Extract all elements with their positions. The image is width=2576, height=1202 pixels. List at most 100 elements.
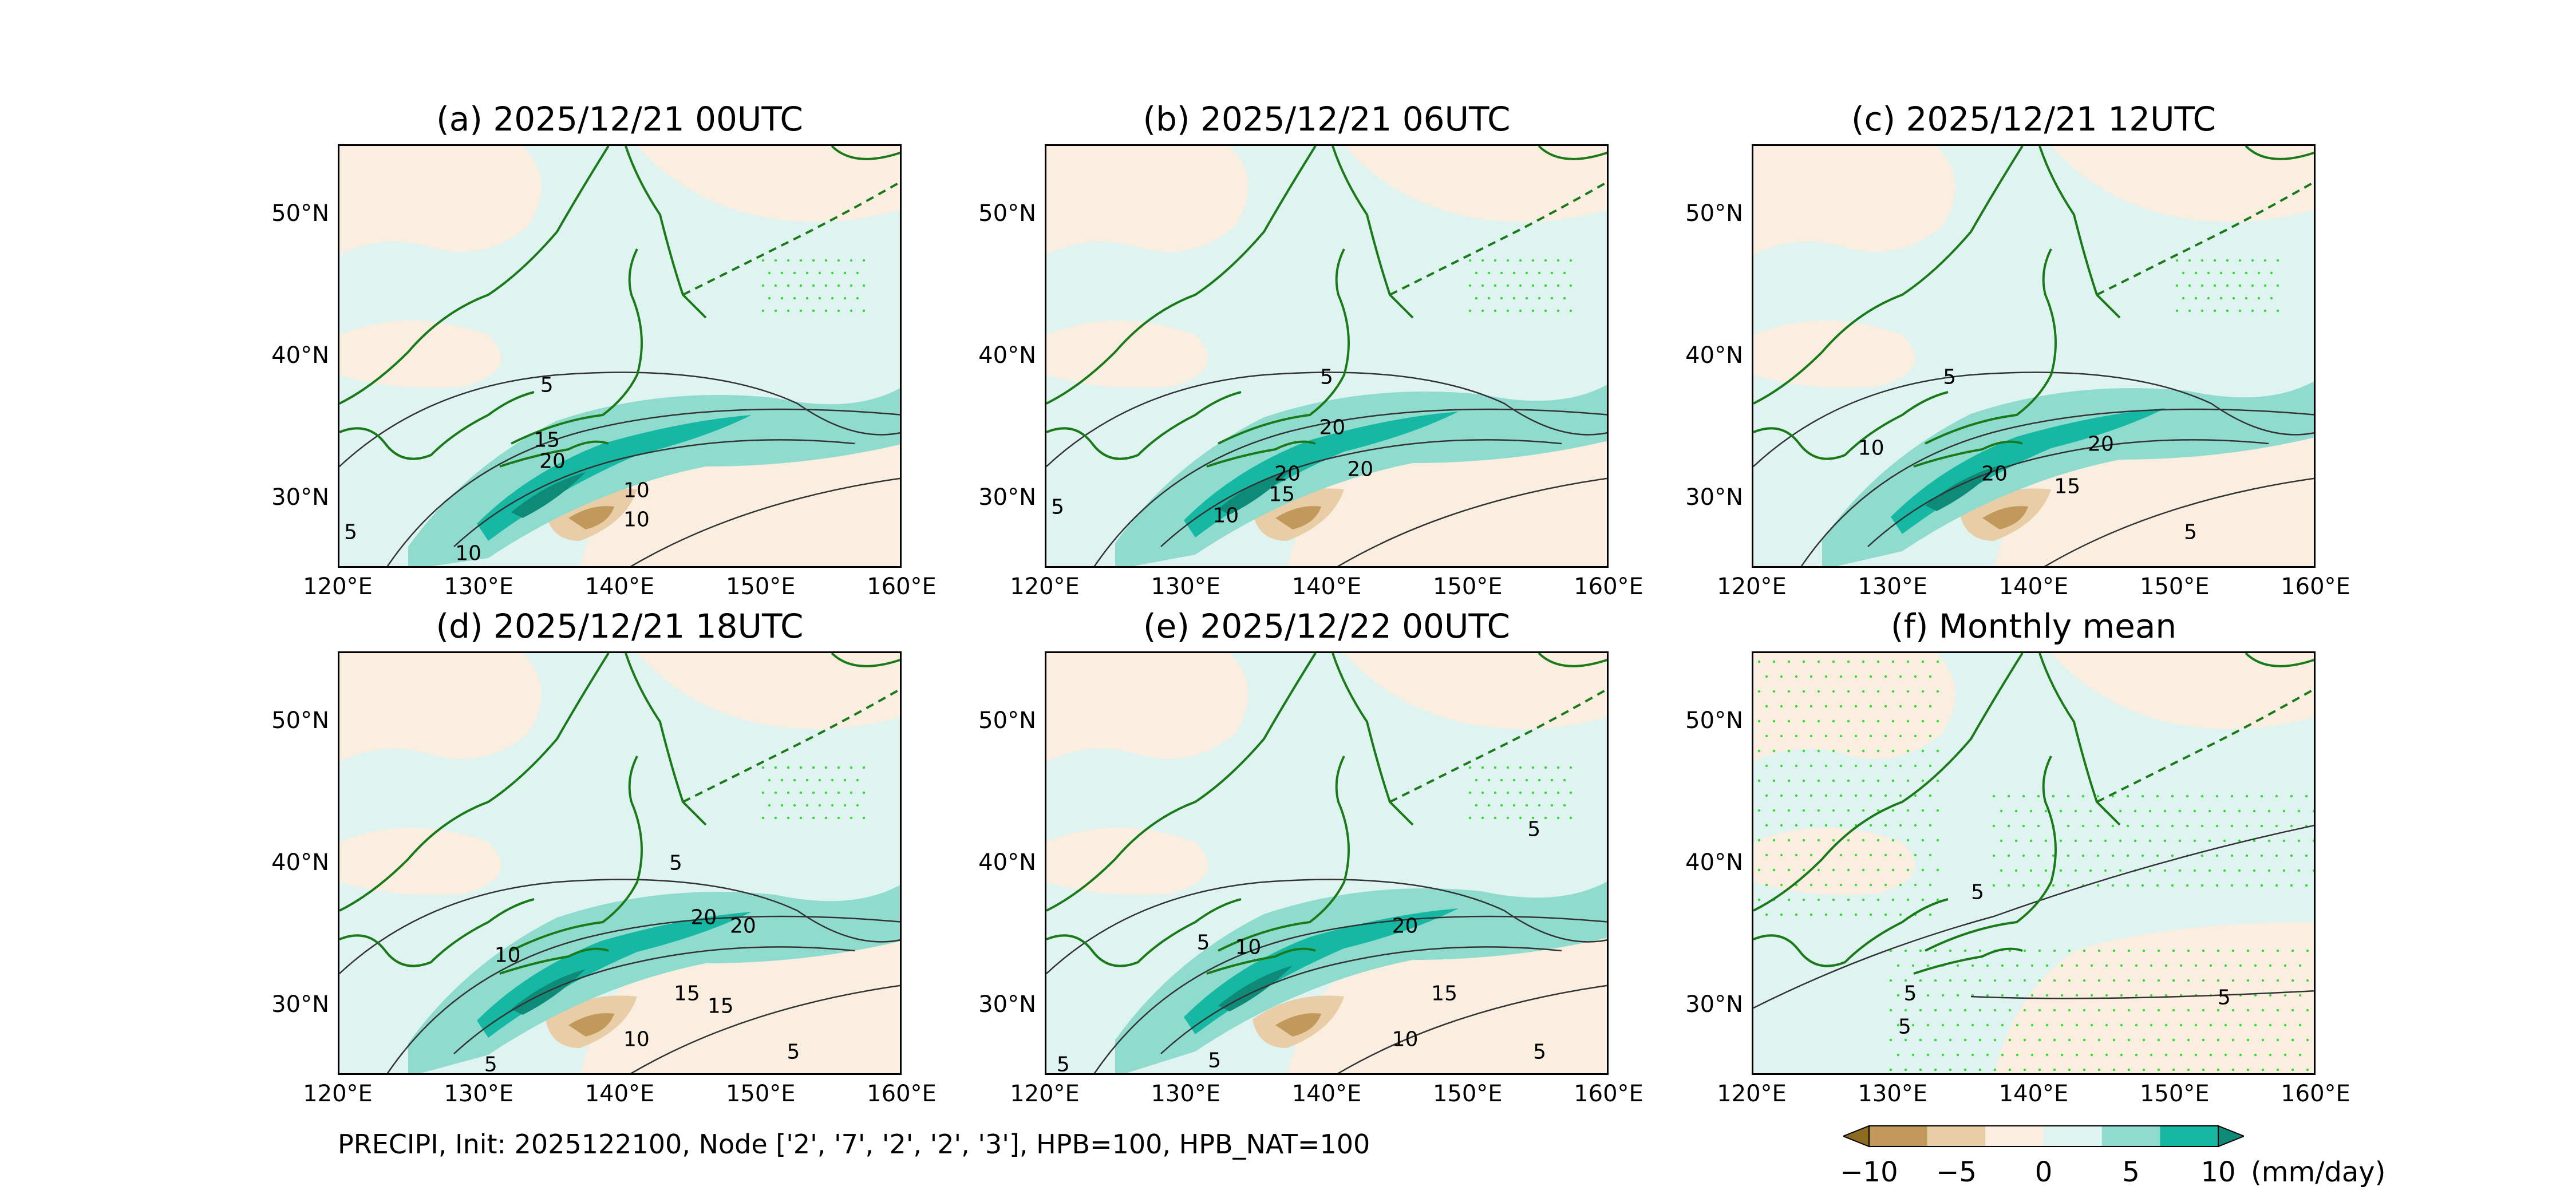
colorbar bbox=[1842, 1125, 2246, 1148]
colorbar-tick-label: 0 bbox=[2034, 1156, 2053, 1188]
contour-label: 5 bbox=[669, 851, 682, 875]
contour-label: 5 bbox=[787, 1040, 800, 1064]
lon-tick-label: 140°E bbox=[1291, 1081, 1362, 1107]
contour-label: 20 bbox=[1347, 457, 1374, 481]
colorbar-graphic bbox=[1842, 1125, 2246, 1148]
lat-tick-label: 50°N bbox=[1685, 200, 1743, 227]
contour-label: 20 bbox=[1981, 462, 2008, 486]
contour-label: 15 bbox=[1269, 483, 1295, 507]
contour-label: 10 bbox=[1212, 504, 1239, 528]
panel-title: (d) 2025/12/21 18UTC bbox=[436, 607, 804, 646]
contour-label: 5 bbox=[344, 520, 358, 544]
contour-label: 10 bbox=[623, 479, 650, 503]
lon-tick-label: 150°E bbox=[2139, 1081, 2210, 1107]
panel-title: (c) 2025/12/21 12UTC bbox=[1851, 100, 2217, 139]
contour-label: 10 bbox=[1392, 1027, 1419, 1051]
lon-tick-label: 150°E bbox=[1432, 574, 1503, 600]
lon-tick-label: 130°E bbox=[444, 574, 514, 600]
colorbar-tick-label: −10 bbox=[1840, 1156, 1898, 1188]
lat-tick-label: 50°N bbox=[271, 707, 329, 734]
contour-label: 5 bbox=[1533, 1040, 1546, 1064]
panel-title: (e) 2025/12/22 00UTC bbox=[1143, 607, 1510, 646]
lat-tick-label: 40°N bbox=[1685, 849, 1743, 876]
contour-label: 10 bbox=[455, 541, 482, 566]
lon-tick-label: 120°E bbox=[1717, 1081, 1787, 1107]
contour-label: 5 bbox=[1527, 817, 1541, 841]
lon-tick-label: 130°E bbox=[444, 1081, 514, 1107]
contour-label: 5 bbox=[1051, 495, 1065, 519]
colorbar-tick-label: 10 bbox=[2200, 1156, 2236, 1188]
lat-tick-label: 50°N bbox=[1685, 707, 1743, 734]
colorbar-tick-label: 5 bbox=[2122, 1156, 2140, 1188]
contour-label: 20 bbox=[1274, 462, 1301, 486]
map-panel: 5 10 15 20 10 10 5 bbox=[338, 144, 902, 568]
lon-tick-label: 140°E bbox=[1291, 574, 1362, 600]
contour-label: 5 bbox=[1320, 365, 1333, 389]
contour-label: 5 bbox=[2217, 986, 2231, 1010]
contour-label: 20 bbox=[1392, 914, 1419, 938]
lon-tick-label: 140°E bbox=[584, 574, 655, 600]
panel-title: (f) Monthly mean bbox=[1890, 607, 2177, 646]
lat-tick-label: 30°N bbox=[978, 991, 1036, 1018]
contour-label: 5 bbox=[1208, 1049, 1222, 1073]
contour-label: 5 bbox=[1971, 880, 1985, 904]
contour-label: 20 bbox=[2088, 432, 2114, 456]
lon-tick-label: 160°E bbox=[867, 574, 937, 600]
lon-tick-label: 120°E bbox=[1717, 574, 1787, 600]
contour-label: 5 bbox=[1898, 1015, 1911, 1039]
contour-label: 10 bbox=[494, 943, 521, 967]
lat-tick-label: 40°N bbox=[1685, 342, 1743, 369]
lat-tick-label: 50°N bbox=[978, 707, 1036, 734]
panel-title: (a) 2025/12/21 00UTC bbox=[436, 100, 803, 139]
contour-label: 10 bbox=[623, 508, 650, 532]
contour-label: 10 bbox=[1235, 935, 1262, 959]
lat-tick-label: 30°N bbox=[978, 484, 1036, 511]
contour-label: 20 bbox=[690, 906, 717, 930]
map-panel: 5 20 20 10 15 15 10 5 5 bbox=[338, 651, 902, 1075]
contour-label: 10 bbox=[623, 1027, 650, 1051]
map-panel: 5 5 5 5 bbox=[1752, 651, 2316, 1075]
contour-label: 15 bbox=[674, 982, 700, 1006]
lon-tick-label: 130°E bbox=[1858, 1081, 1928, 1107]
lat-tick-label: 50°N bbox=[978, 200, 1036, 227]
lon-tick-label: 160°E bbox=[1574, 1081, 1643, 1107]
contour-label: 5 bbox=[540, 373, 554, 397]
lon-tick-label: 130°E bbox=[1151, 1081, 1221, 1107]
lon-tick-label: 120°E bbox=[1010, 1081, 1080, 1107]
lon-tick-label: 140°E bbox=[584, 1081, 655, 1107]
lat-tick-label: 40°N bbox=[978, 342, 1036, 369]
lat-tick-label: 30°N bbox=[1685, 991, 1743, 1018]
contour-label: 20 bbox=[1319, 416, 1346, 440]
map-panel: 5 10 20 20 15 5 bbox=[1752, 144, 2316, 568]
panel-title: (b) 2025/12/21 06UTC bbox=[1143, 100, 1511, 139]
lat-tick-label: 30°N bbox=[271, 991, 329, 1018]
contour-label: 20 bbox=[539, 449, 566, 473]
lat-tick-label: 50°N bbox=[271, 200, 329, 227]
footer-caption: PRECIPI, Init: 2025122100, Node ['2', '7… bbox=[338, 1129, 1370, 1160]
map-panel: 5 5 10 20 15 10 5 5 5 bbox=[1045, 651, 1609, 1075]
lon-tick-label: 120°E bbox=[303, 1081, 373, 1107]
lon-tick-label: 160°E bbox=[867, 1081, 937, 1107]
lon-tick-label: 130°E bbox=[1858, 574, 1928, 600]
lon-tick-label: 140°E bbox=[1998, 1081, 2069, 1107]
contour-label: 5 bbox=[1196, 931, 1210, 955]
lon-tick-label: 160°E bbox=[1574, 574, 1643, 600]
contour-label: 5 bbox=[1056, 1053, 1070, 1075]
map-panel: 5 20 20 20 15 10 5 bbox=[1045, 144, 1609, 568]
contour-label: 5 bbox=[1903, 982, 1917, 1006]
lat-tick-label: 30°N bbox=[1685, 484, 1743, 511]
contour-label: 10 bbox=[1858, 436, 1884, 460]
lat-tick-label: 30°N bbox=[271, 484, 329, 511]
lat-tick-label: 40°N bbox=[978, 849, 1036, 876]
colorbar-unit: (mm/day) bbox=[2251, 1156, 2386, 1188]
lat-tick-label: 40°N bbox=[271, 849, 329, 876]
contour-label: 5 bbox=[484, 1053, 497, 1075]
contour-label: 15 bbox=[2054, 475, 2081, 499]
contour-label: 20 bbox=[729, 914, 756, 938]
lon-tick-label: 140°E bbox=[1998, 574, 2069, 600]
contour-label: 5 bbox=[1943, 365, 1957, 389]
contour-label: 5 bbox=[2184, 520, 2198, 544]
lon-tick-label: 150°E bbox=[725, 574, 796, 600]
colorbar-tick-label: −5 bbox=[1936, 1156, 1977, 1188]
lon-tick-label: 150°E bbox=[725, 1081, 796, 1107]
